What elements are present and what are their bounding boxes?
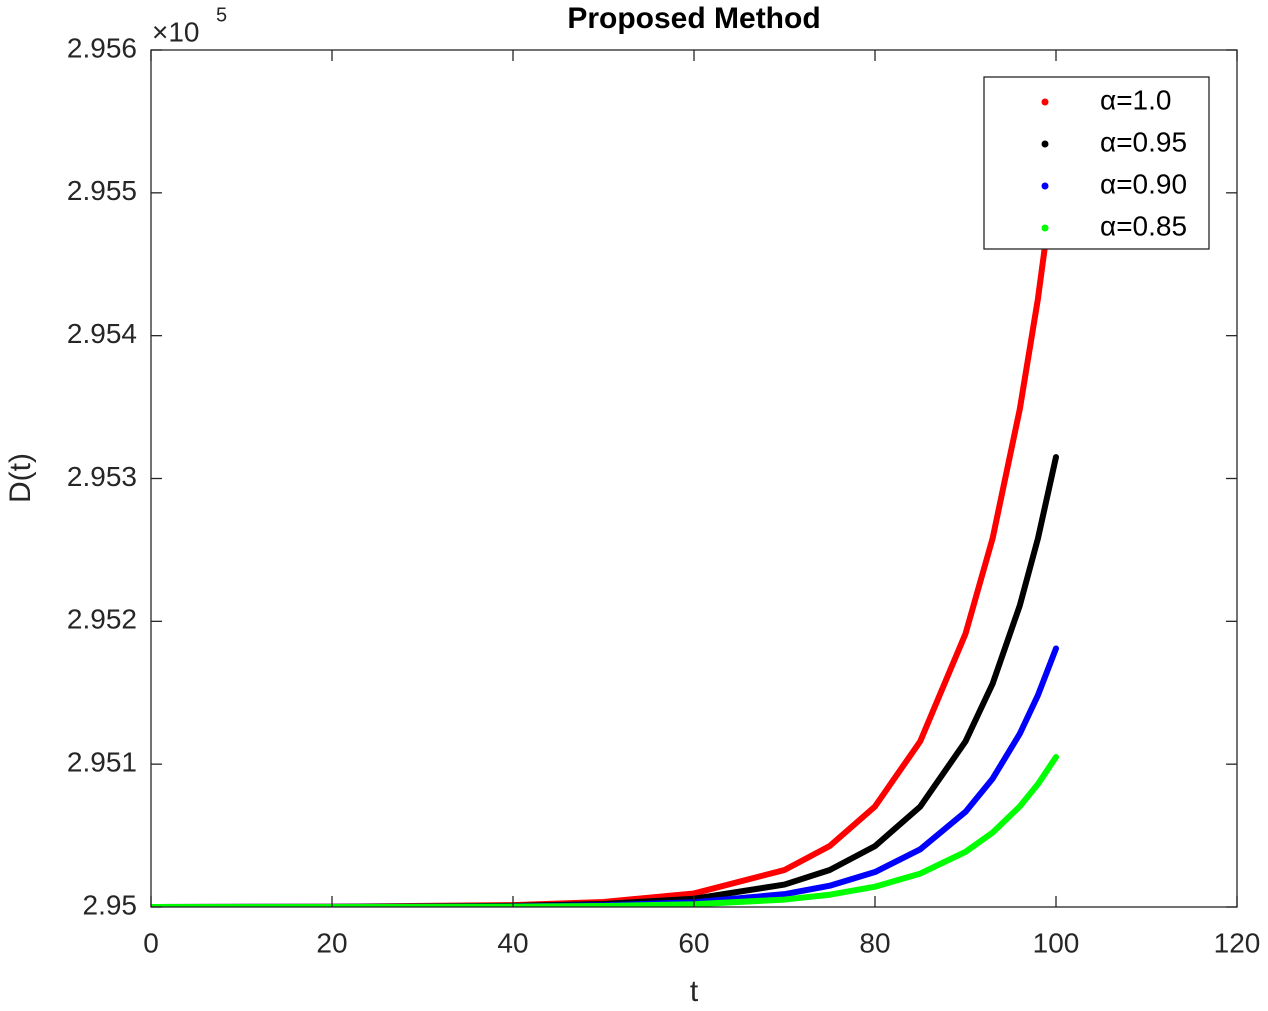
y-multiplier-exponent: 5	[216, 4, 227, 26]
legend-marker	[1041, 98, 1049, 106]
y-tick-label: 2.955	[67, 175, 137, 206]
x-tick-label: 20	[316, 927, 347, 958]
legend-label: α=1.0	[1100, 84, 1171, 115]
x-tick-label: 120	[1214, 927, 1261, 958]
y-tick-label: 2.95	[83, 889, 138, 920]
legend-marker	[1041, 182, 1049, 190]
series-line	[151, 161, 1059, 907]
legend-marker	[1041, 140, 1049, 148]
legend-label: α=0.90	[1100, 168, 1187, 199]
y-multiplier: ×10	[152, 16, 200, 47]
y-tick-label: 2.952	[67, 604, 137, 635]
legend-label: α=0.85	[1100, 210, 1187, 241]
series-line	[151, 454, 1059, 907]
chart-title: Proposed Method	[567, 2, 820, 35]
x-axis-label: t	[690, 975, 699, 1008]
y-axis-label: D(t)	[4, 453, 37, 503]
y-tick-label: 2.956	[67, 32, 137, 63]
legend-box	[983, 76, 1210, 250]
y-tick-label: 2.953	[67, 461, 137, 492]
x-tick-label: 100	[1033, 927, 1080, 958]
x-tick-label: 0	[143, 927, 159, 958]
x-tick-label: 60	[678, 927, 709, 958]
series-line	[151, 754, 1059, 907]
x-tick-label: 80	[859, 927, 890, 958]
legend-label: α=0.95	[1100, 126, 1187, 157]
y-tick-label: 2.951	[67, 747, 137, 778]
x-tick-label: 40	[497, 927, 528, 958]
series-line	[151, 645, 1059, 907]
y-tick-label: 2.954	[67, 318, 137, 349]
legend-marker	[1041, 224, 1049, 232]
